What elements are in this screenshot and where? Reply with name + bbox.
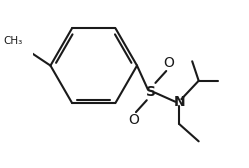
Text: O: O [128,113,139,127]
Text: S: S [146,85,156,99]
Text: O: O [163,56,174,70]
Text: N: N [173,95,185,109]
Text: CH₃: CH₃ [3,36,22,46]
